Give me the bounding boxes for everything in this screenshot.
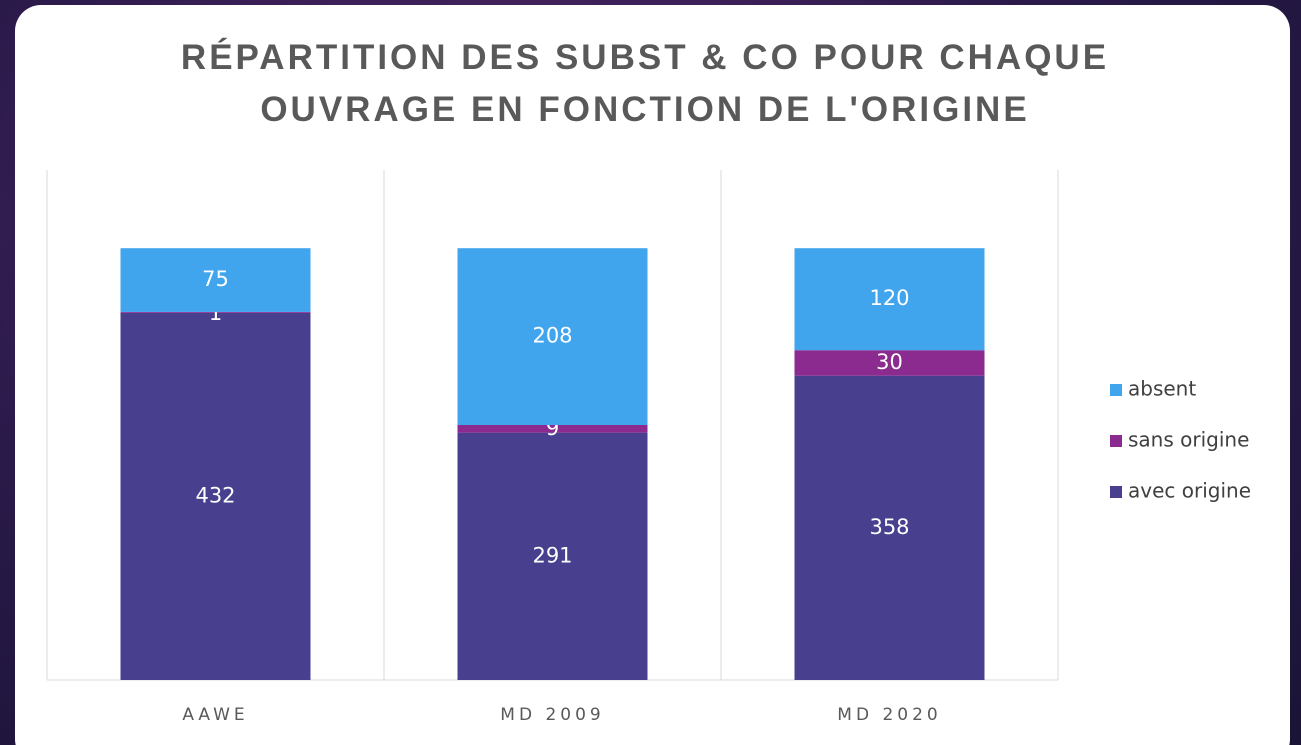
data-label: 208 (532, 324, 572, 348)
x-tick-label: MD 2009 (500, 705, 604, 725)
bar-segment (120, 248, 311, 312)
legend-swatch (1110, 486, 1122, 498)
data-label: 75 (202, 267, 229, 291)
bar-segment (120, 312, 311, 680)
data-label: 120 (869, 286, 909, 310)
bar-segment (794, 248, 985, 351)
x-tick-label: AAWE (182, 705, 248, 725)
bar-segment (794, 375, 985, 680)
bar-segment (457, 432, 648, 680)
data-label: 358 (869, 515, 909, 539)
data-label: 291 (532, 543, 572, 567)
legend-label: sans origine (1128, 428, 1249, 452)
data-label: 30 (876, 350, 903, 374)
bar-segment (457, 248, 648, 425)
bar-segment (120, 311, 311, 313)
legend-swatch (1110, 435, 1122, 447)
x-tick-label: MD 2020 (837, 705, 941, 725)
bar-segment (794, 350, 985, 376)
legend-label: avec origine (1128, 479, 1251, 503)
bar-segment (457, 425, 648, 433)
legend-swatch (1110, 384, 1122, 396)
chart-title: RÉPARTITION DES SUBST & CO POUR CHAQUE O… (180, 38, 1110, 129)
data-label: 432 (195, 483, 235, 507)
legend-label: absent (1128, 377, 1196, 401)
